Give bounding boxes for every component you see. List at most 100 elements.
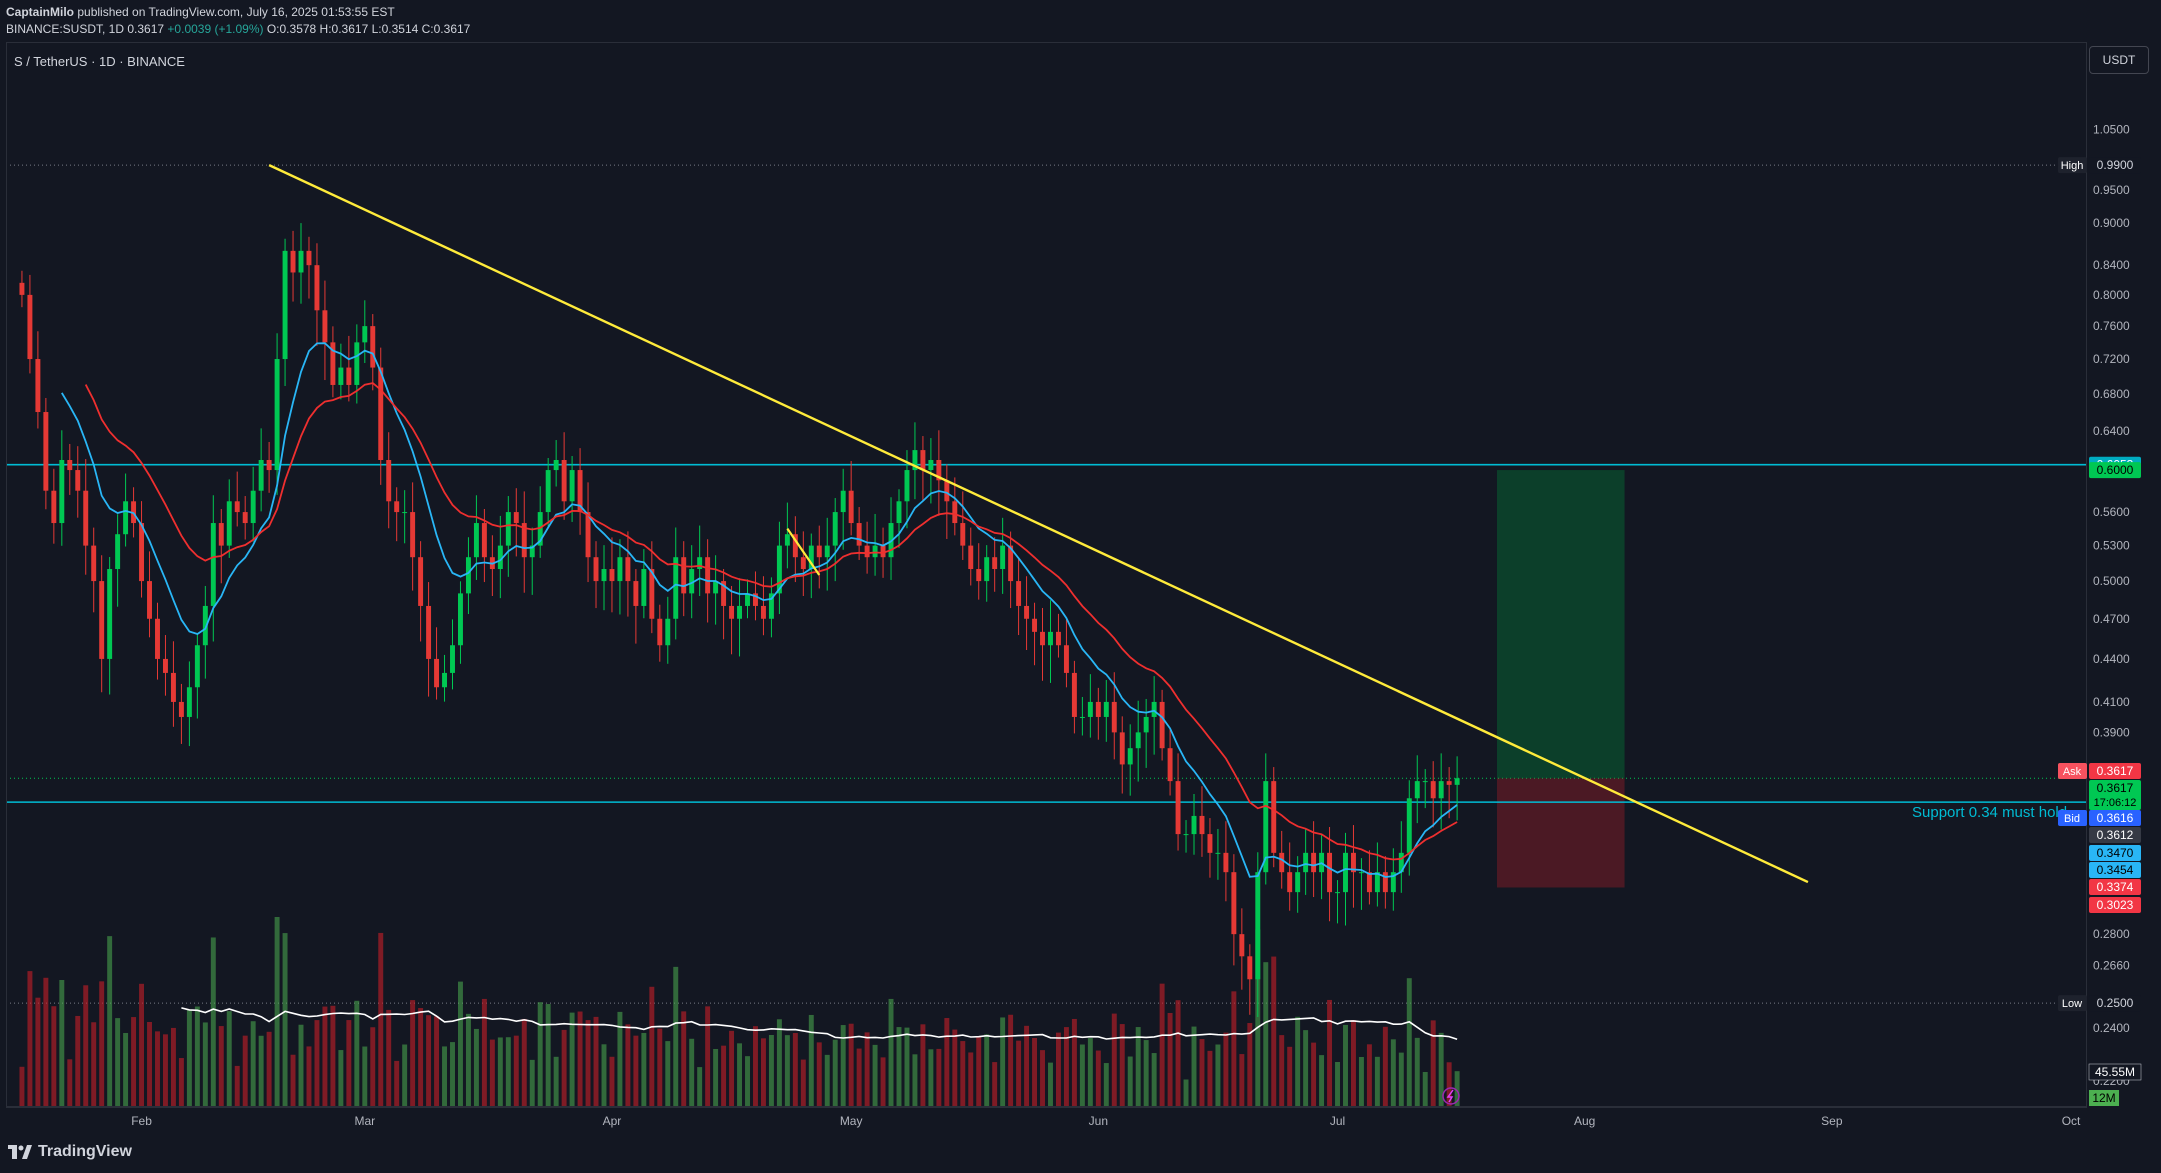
candle-body: [1263, 781, 1269, 873]
volume-bar: [649, 986, 655, 1106]
price-tick-label: 0.9000: [2093, 216, 2130, 230]
candle-body: [170, 672, 176, 702]
price-tick-label: 0.8400: [2093, 258, 2130, 272]
candle-body: [1239, 934, 1245, 957]
candle-body: [426, 605, 432, 659]
candle-body: [1215, 852, 1221, 854]
volume-bar: [609, 1056, 615, 1106]
volume-bar: [426, 1015, 432, 1106]
candle-body: [633, 581, 639, 606]
volume-bar: [75, 1015, 81, 1106]
volume-bar: [904, 1027, 910, 1106]
volume-bar: [1024, 1025, 1030, 1106]
candle-body: [1303, 852, 1309, 873]
price-label-value: 0.3454: [2097, 863, 2134, 877]
price-tick-label: 0.4400: [2093, 652, 2130, 666]
candle-body: [920, 450, 926, 471]
price-tick-label: 0.8000: [2093, 288, 2130, 302]
candle-body: [266, 459, 272, 471]
candle-body: [593, 557, 599, 582]
candle-body: [1055, 631, 1061, 646]
volume-bar: [1327, 999, 1333, 1106]
volume-bar: [1398, 1052, 1404, 1106]
legend-change: +0.0039 (+1.09%): [167, 22, 264, 36]
candle-body: [234, 501, 240, 513]
candle-body: [386, 459, 392, 502]
candle-body: [745, 593, 750, 606]
small-trendline: [786, 527, 821, 576]
volume-bar: [1438, 1032, 1444, 1106]
volume-bar: [816, 1042, 822, 1106]
candle-body: [776, 545, 782, 594]
candle-body: [258, 459, 264, 491]
time-tick-label: Apr: [603, 1114, 622, 1128]
candle-body: [83, 490, 89, 546]
lightning-icon: [1442, 1087, 1460, 1105]
candle-body: [194, 645, 200, 688]
lightning-icon-ring: [1442, 1087, 1460, 1105]
candle-body: [577, 470, 583, 513]
volume-ma-label-box: [2088, 1063, 2142, 1081]
publish-date: published on TradingView.com, July 16, 2…: [77, 5, 395, 19]
candle-body: [832, 512, 838, 546]
legend-ohlc: O:0.3578 H:0.3617 L:0.3514 C:0.3617: [266, 22, 471, 36]
volume-bar: [1319, 1055, 1325, 1106]
volume-bar: [1390, 1039, 1396, 1106]
volume-bar: [258, 1035, 264, 1106]
long-position-stop-zone: [1496, 778, 1625, 888]
author-name[interactable]: CaptainMilo: [6, 5, 74, 19]
volume-bar: [681, 1011, 687, 1106]
candle-body: [1231, 872, 1237, 935]
candle-body: [960, 523, 966, 546]
price-tick-label: 0.7600: [2093, 319, 2130, 333]
candle-body: [792, 534, 798, 558]
volume-bar: [1350, 1020, 1356, 1106]
volume-bar: [1183, 1079, 1189, 1106]
candle-body: [737, 605, 743, 619]
volume-bar: [888, 998, 894, 1106]
volume-bar: [1374, 1056, 1380, 1106]
price-tick-label: 0.6800: [2093, 387, 2130, 401]
price-label-value: 0.3617: [2097, 764, 2134, 778]
candle-body: [1063, 645, 1069, 673]
volume-bar: [434, 1016, 440, 1106]
volume-bar: [880, 1057, 886, 1106]
price-tick-label: 0.5600: [2093, 505, 2130, 519]
candle-body: [888, 523, 894, 558]
candle-body: [904, 470, 910, 502]
volume-bar: [481, 998, 487, 1106]
volume-bar: [314, 1020, 320, 1106]
volume-bar: [457, 981, 463, 1106]
volume-bar: [1263, 962, 1269, 1106]
volume-bar: [705, 1006, 711, 1106]
candle-body: [880, 545, 886, 558]
candle-body: [968, 545, 974, 570]
price-label-tag-box: [2058, 995, 2087, 1012]
plot-area: Support 0.34 must hold: [7, 164, 2086, 1106]
candle-body: [202, 605, 208, 646]
candle-body: [657, 618, 663, 646]
candle-body: [896, 501, 902, 524]
price-tick-label: 0.2400: [2093, 1021, 2130, 1035]
volume-bar: [840, 1025, 846, 1106]
candle-body: [1406, 798, 1412, 853]
volume-bar: [1063, 1027, 1069, 1106]
volume-bar: [561, 1029, 567, 1106]
price-labels: 0.9900High0.60530.60000.3617Ask0.361717:…: [2058, 157, 2142, 1106]
candle-body: [705, 557, 711, 594]
candle-body: [1032, 618, 1038, 632]
tradingview-logo[interactable]: TradingView: [8, 1143, 132, 1161]
price-label-value: 0.3470: [2097, 846, 2134, 860]
volume-ma-label: 45.55M: [2095, 1065, 2135, 1079]
volume-bar: [1143, 1040, 1149, 1106]
candle-body: [330, 342, 336, 385]
volume-bar: [410, 1000, 416, 1106]
candle-body: [1414, 781, 1420, 799]
price-label-tag-box: [2058, 157, 2087, 174]
candle-body: [1366, 872, 1372, 893]
price-label-box: [2089, 157, 2141, 174]
volume-bar: [1430, 1020, 1436, 1106]
currency-button[interactable]: USDT: [2089, 46, 2149, 74]
volume-bar: [737, 1043, 743, 1106]
